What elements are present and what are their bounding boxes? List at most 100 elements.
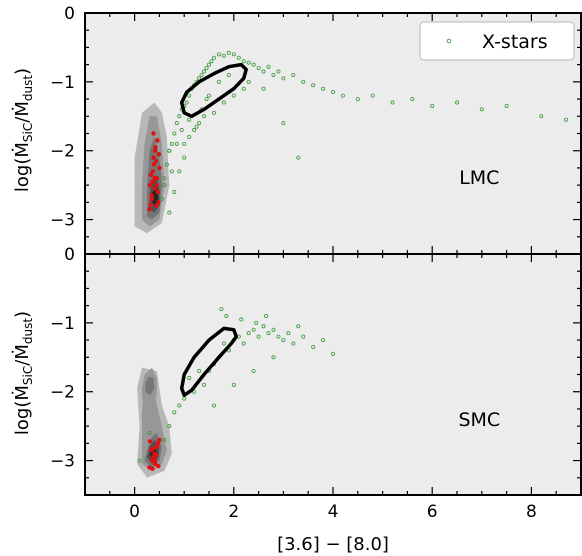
x-star-point <box>167 210 172 215</box>
x-star-point <box>182 141 187 146</box>
x-star-point <box>479 107 484 112</box>
x-star-point <box>251 327 256 332</box>
x-star-point <box>246 60 251 65</box>
red-point <box>148 172 154 178</box>
x-star-point <box>159 196 164 201</box>
x-star-point <box>246 79 251 84</box>
x-star-point <box>355 97 360 102</box>
x-star-point <box>340 93 345 98</box>
x-star-point <box>241 86 246 91</box>
red-point <box>154 203 159 208</box>
x-star-point <box>179 128 184 133</box>
x-star-point <box>256 334 261 339</box>
red-point <box>156 151 162 157</box>
x-star-point <box>281 338 286 343</box>
red-point <box>148 202 153 207</box>
x-star-point <box>177 169 182 174</box>
red-point <box>157 165 162 171</box>
x-star-point <box>219 307 224 312</box>
x-star-point <box>226 50 231 55</box>
x-star-point <box>281 76 286 81</box>
ylabel-bottom-text: log(ṀSiC/Ṁdust) <box>12 311 35 435</box>
x-star-point <box>206 93 211 98</box>
x-star-point <box>202 114 207 119</box>
x-star-point <box>251 62 256 67</box>
red-point <box>147 207 152 212</box>
x-star-point <box>231 52 236 57</box>
x-star-point <box>276 69 281 74</box>
legend-label: X-stars <box>482 31 548 53</box>
x-star-point <box>172 131 177 136</box>
x-star-point <box>390 100 395 105</box>
panel-annotation: LMC <box>459 167 499 189</box>
x-star-point <box>197 121 202 126</box>
x-star-point <box>221 100 226 105</box>
x-star-point <box>254 320 259 325</box>
x-star-point <box>187 117 192 122</box>
x-star-point <box>177 114 182 119</box>
x-star-point <box>162 437 167 442</box>
x-star-point <box>256 66 261 71</box>
x-star-point <box>209 59 214 64</box>
x-star-point <box>370 93 375 98</box>
density-level-2 <box>145 376 155 396</box>
red-point <box>147 182 153 188</box>
x-star-point <box>187 134 192 139</box>
x-star-point <box>261 86 266 91</box>
x-star-point <box>216 79 221 84</box>
x-star-point <box>174 121 179 126</box>
red-point <box>153 158 159 164</box>
red-point <box>151 155 156 160</box>
x-star-point <box>241 341 246 346</box>
x-star-point <box>147 431 152 436</box>
x-star-point <box>226 72 231 77</box>
red-point <box>150 169 156 174</box>
legend-box <box>419 21 575 61</box>
x-star-point <box>167 424 172 429</box>
x-star-point <box>162 176 167 181</box>
red-point <box>153 145 158 150</box>
red-point <box>154 182 160 188</box>
x-star-point <box>454 100 459 105</box>
x-star-point <box>311 83 316 88</box>
x-star-point <box>177 403 182 408</box>
panel-smc: 0 −1 −2 −3 0 2 4 6 8 SMC <box>50 245 582 522</box>
x-star-point <box>206 62 211 67</box>
x-star-point <box>211 55 216 60</box>
x-star-point <box>301 79 306 84</box>
red-point <box>149 196 155 202</box>
xlabel: [3.6] − [8.0] <box>277 534 389 555</box>
ylabel-top: log(ṀSiC/Ṁdust) <box>12 68 35 192</box>
red-point <box>152 186 157 191</box>
ylabel-top-text: log(ṀSiC/Ṁdust) <box>12 68 35 192</box>
x-star-point <box>311 344 316 349</box>
x-star-point <box>204 66 209 71</box>
x-star-point <box>167 148 172 153</box>
red-point <box>152 148 158 153</box>
x-star-point <box>286 331 291 336</box>
x-star-point <box>211 110 216 115</box>
red-point <box>151 131 156 136</box>
contour-line <box>179 326 239 397</box>
red-point <box>147 439 153 444</box>
x-star-point <box>264 313 269 318</box>
red-point <box>154 452 159 458</box>
x-star-point <box>236 55 241 60</box>
x-tick-label: 4 <box>328 502 339 522</box>
red-point <box>150 179 155 184</box>
ylabel-bottom: log(ṀSiC/Ṁdust) <box>12 311 35 435</box>
x-star-point <box>197 369 202 374</box>
x-star-point <box>221 53 226 58</box>
y-tick-label: −1 <box>50 314 75 334</box>
x-star-point <box>251 369 256 374</box>
x-star-point <box>211 403 216 408</box>
legend: X-stars <box>419 21 575 61</box>
x-star-point <box>224 313 229 318</box>
x-star-point <box>202 382 207 387</box>
panel-lmc: 0 −1 −2 −3 LMC X-stars <box>50 4 582 255</box>
red-point <box>151 445 157 451</box>
x-star-point <box>216 52 221 57</box>
x-star-point <box>172 410 177 415</box>
panel-annotation: SMC <box>458 409 500 431</box>
